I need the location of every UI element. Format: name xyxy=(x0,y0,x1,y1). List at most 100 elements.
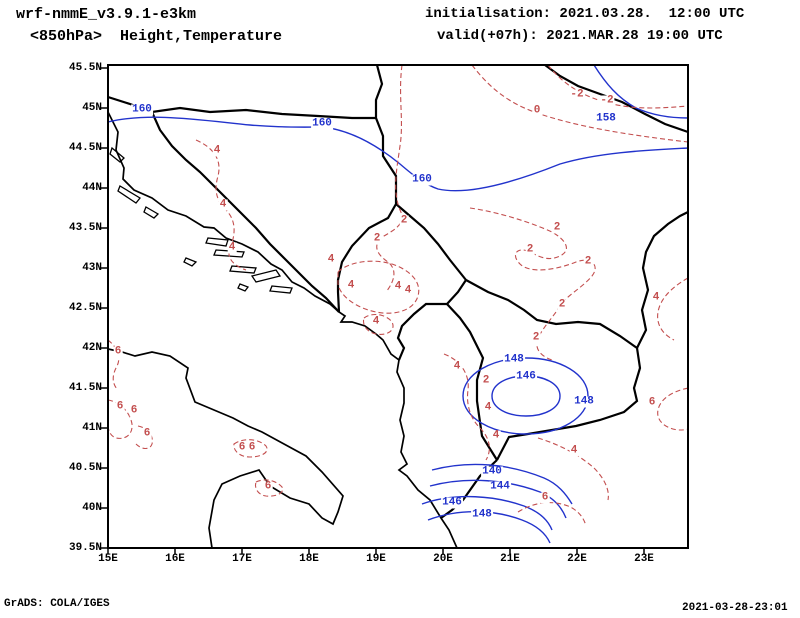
temperature-contour-label: 4 xyxy=(452,360,462,373)
coastlines xyxy=(108,111,458,548)
height-contour-160 xyxy=(108,116,688,192)
lat-tick-label: 45.5N xyxy=(68,62,102,74)
island xyxy=(143,206,160,219)
temp-contour-6-bottom xyxy=(517,502,587,527)
temp-contour-4-small-loop xyxy=(362,313,394,335)
lat-tick-label: 44N xyxy=(82,182,102,194)
temperature-contour-label: 2 xyxy=(372,232,382,245)
height-contour-label: 140 xyxy=(481,465,503,478)
border-serbia-macedonia xyxy=(465,279,638,349)
temperature-contour-label: 4 xyxy=(651,291,661,304)
temp-contour-6-right-edge xyxy=(657,387,688,431)
height-contour-label: 160 xyxy=(311,117,333,130)
height-contour-label: 146 xyxy=(441,496,463,509)
lon-tick-label: 17E xyxy=(232,553,252,565)
temperature-contour-label: 2 xyxy=(525,243,535,256)
lat-tick-label: 45N xyxy=(82,102,102,114)
island xyxy=(237,283,250,292)
lon-tick-label: 22E xyxy=(567,553,587,565)
model-title: wrf-nmmE_v3.9.1-e3km xyxy=(16,6,197,23)
height-contour-140-arc xyxy=(431,463,573,505)
temperature-contour-label: 4 xyxy=(326,253,336,266)
height-contour-label: 148 xyxy=(471,508,493,521)
temperature-contour-label: 6 xyxy=(647,396,657,409)
temperature-contour-label: 2 xyxy=(481,374,491,387)
temperature-contour-label: 6 xyxy=(142,427,152,440)
lon-tick-label: 20E xyxy=(433,553,453,565)
valid-time-label: valid(+07h): 2021.MAR.28 19:00 UTC xyxy=(437,28,723,44)
height-contour-label: 160 xyxy=(411,173,433,186)
islands xyxy=(109,146,293,294)
temp-contour-2-west xyxy=(376,65,403,293)
lat-tick-label: 42.5N xyxy=(68,302,102,314)
temperature-contour-label: 2 xyxy=(399,214,409,227)
border-drina-bosnia-east xyxy=(336,65,398,313)
island xyxy=(205,237,229,247)
border-macedonia-greece xyxy=(496,347,642,461)
temperature-contour-label: 4 xyxy=(218,198,228,211)
temperature-contour-label: 6 xyxy=(247,441,257,454)
temperature-contour-label: 2 xyxy=(583,255,593,268)
lat-tick-label: 43.5N xyxy=(68,222,102,234)
temperature-contour-label: 6 xyxy=(113,345,123,358)
border-serbia-montenegro xyxy=(395,203,467,281)
height-contour-144-arc xyxy=(429,479,567,519)
height-contour-label: 160 xyxy=(131,103,153,116)
height-contours xyxy=(108,65,688,544)
lon-tick-label: 23E xyxy=(634,553,654,565)
island xyxy=(229,265,257,274)
lon-tick-label: 15E xyxy=(98,553,118,565)
island xyxy=(250,269,282,283)
temp-contour-0 xyxy=(471,65,688,143)
height-contour-158 xyxy=(593,65,688,119)
creation-timestamp: 2021-03-28-23:01 xyxy=(682,602,788,614)
temp-contour-4-south xyxy=(443,353,490,461)
temperature-contour-label: -2 xyxy=(599,94,615,107)
border-montenegro-albania xyxy=(396,279,467,361)
height-contour-label: 144 xyxy=(489,480,511,493)
temperature-contour-label: 4 xyxy=(491,429,501,442)
height-contour-label: 148 xyxy=(503,353,525,366)
lat-tick-label: 44.5N xyxy=(68,142,102,154)
island xyxy=(269,285,293,294)
height-contour-label: 146 xyxy=(515,370,537,383)
temperature-contour-label: 6 xyxy=(129,404,139,417)
lat-tick-label: 41N xyxy=(82,422,102,434)
temp-contour-4-southeast xyxy=(537,437,609,501)
lat-tick-label: 40.5N xyxy=(68,462,102,474)
temperature-contour-label: 6 xyxy=(115,400,125,413)
coastline-adriatic-east xyxy=(108,111,458,548)
lat-tick-label: 41.5N xyxy=(68,382,102,394)
temp-contour-4-right-edge xyxy=(657,277,688,341)
lon-tick-label: 21E xyxy=(500,553,520,565)
temperature-contour-label: 2 xyxy=(557,298,567,311)
temperature-contour-label: 4 xyxy=(371,315,381,328)
height-contour-148-ring xyxy=(462,357,589,435)
island xyxy=(117,185,141,204)
coastline-italy xyxy=(108,348,344,548)
init-time-label: initialisation: 2021.03.28. 12:00 UTC xyxy=(425,6,745,22)
temperature-contour-label: 6 xyxy=(237,441,247,454)
temp-contour-6-apulia-loop xyxy=(233,439,268,458)
lat-tick-label: 40N xyxy=(82,502,102,514)
temperature-contour-label: 0 xyxy=(532,104,542,117)
lon-tick-label: 16E xyxy=(165,553,185,565)
temperature-contours xyxy=(108,65,688,527)
lon-tick-label: 18E xyxy=(299,553,319,565)
lon-tick-marks xyxy=(107,548,645,554)
lat-tick-label: 43N xyxy=(82,262,102,274)
temperature-contour-label: 4 xyxy=(393,280,403,293)
temperature-contour-label: 4 xyxy=(227,241,237,254)
temp-contour-2-east xyxy=(469,207,596,361)
lat-tick-marks xyxy=(100,67,108,549)
temperature-contour-label: 2 xyxy=(552,221,562,234)
lat-tick-label: 39.5N xyxy=(68,542,102,554)
height-contour-148-arc xyxy=(427,511,551,544)
temperature-contour-label: 4 xyxy=(346,279,356,292)
height-contour-label: 148 xyxy=(573,395,595,408)
border-bulgaria-west xyxy=(636,211,688,349)
temperature-contour-label: 2 xyxy=(531,331,541,344)
temperature-contour-label: 6 xyxy=(263,480,273,493)
